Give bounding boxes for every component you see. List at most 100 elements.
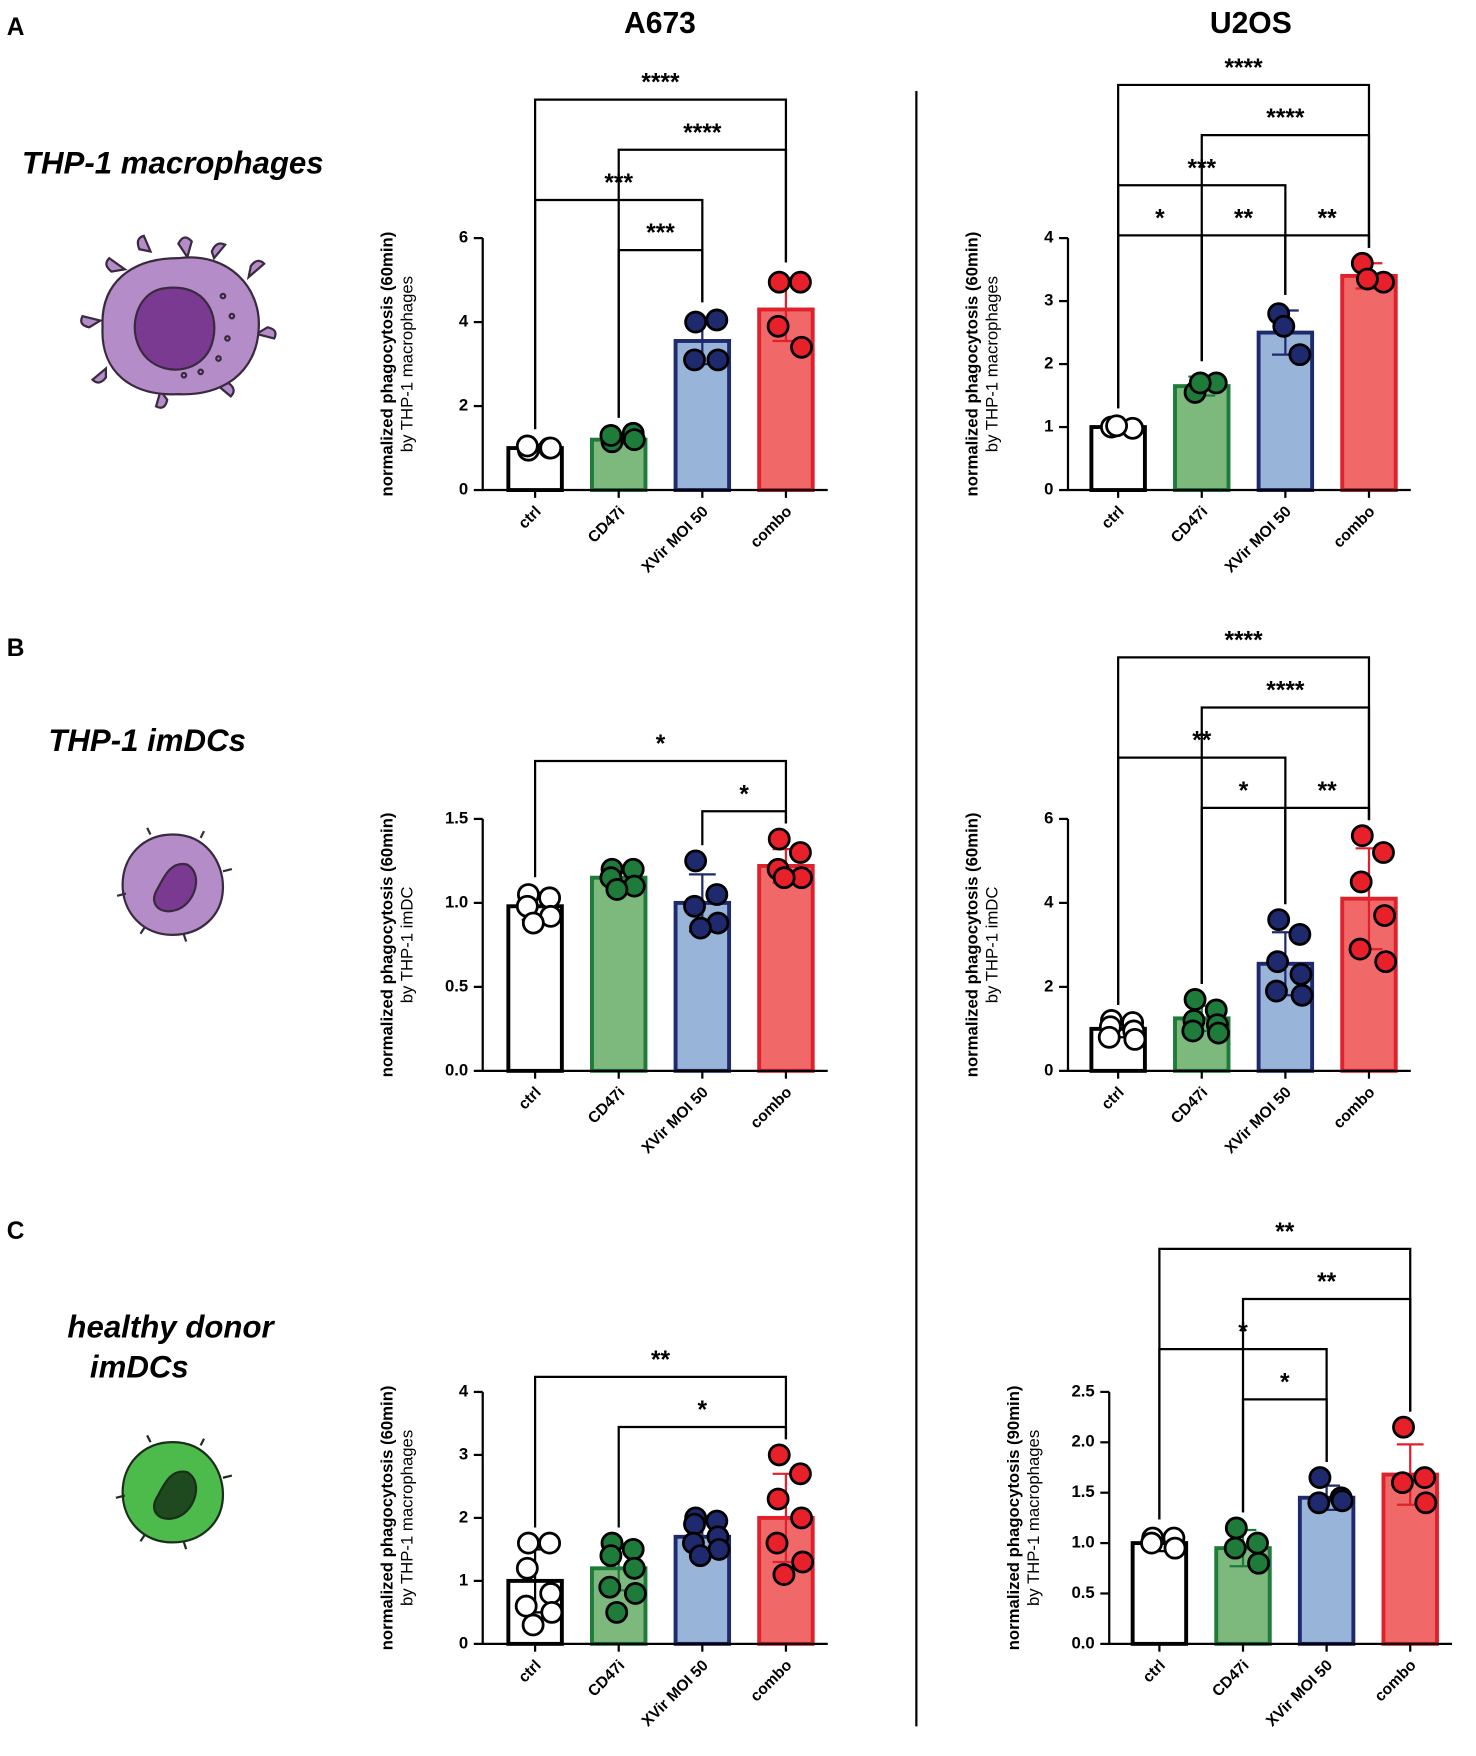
data-point bbox=[767, 827, 791, 851]
x-tick-label: ctrl bbox=[1098, 503, 1127, 532]
y-tick-label: 2 bbox=[459, 1507, 468, 1526]
significance-label: **** bbox=[683, 120, 722, 147]
y-axis-label: normalized phagocytosis (60min) bbox=[963, 813, 982, 1078]
data-point bbox=[765, 1531, 789, 1555]
data-point bbox=[1265, 979, 1288, 1003]
y-tick-label: 0.0 bbox=[445, 1060, 468, 1079]
data-point bbox=[1289, 962, 1313, 986]
data-point bbox=[514, 1594, 538, 1618]
data-point bbox=[1308, 1466, 1332, 1490]
data-point bbox=[515, 1556, 539, 1580]
data-point bbox=[1392, 1415, 1415, 1439]
y-tick-label: 1.0 bbox=[445, 892, 468, 911]
data-point bbox=[1123, 1027, 1147, 1051]
y-axis-label: normalized phagocytosis (90min) bbox=[1004, 1386, 1023, 1651]
data-point bbox=[1267, 908, 1291, 932]
y-tick-label: 4 bbox=[1044, 228, 1054, 247]
x-tick-label: combo bbox=[747, 1657, 795, 1705]
significance-bracket bbox=[701, 810, 788, 846]
significance-bracket bbox=[533, 759, 788, 878]
x-tick-label: XVir MOI 50 bbox=[639, 1084, 712, 1157]
significance-label: **** bbox=[1266, 678, 1305, 705]
data-point bbox=[789, 270, 812, 294]
x-tick-label: ctrl bbox=[1098, 1084, 1127, 1113]
y-tick-label: 0.5 bbox=[445, 976, 468, 995]
data-point bbox=[766, 314, 790, 338]
data-point bbox=[1390, 1471, 1414, 1495]
column-title: U2OS bbox=[1210, 7, 1292, 40]
y-tick-label: 2 bbox=[1044, 976, 1053, 995]
data-point bbox=[684, 310, 708, 334]
data-point bbox=[789, 1462, 812, 1486]
data-point bbox=[706, 348, 730, 372]
data-point bbox=[790, 1506, 813, 1530]
significance-bracket bbox=[1284, 806, 1371, 905]
data-point bbox=[1097, 1025, 1121, 1049]
data-point bbox=[1223, 1536, 1247, 1560]
panel-letter: C bbox=[7, 1218, 25, 1245]
data-point bbox=[1188, 371, 1212, 395]
data-point bbox=[1140, 1531, 1164, 1555]
axes bbox=[1066, 238, 1411, 492]
y-axis-label: normalized phagocytosis (60min) bbox=[963, 232, 982, 497]
data-point bbox=[1272, 314, 1296, 338]
x-tick-label: CD47i bbox=[585, 1657, 628, 1700]
y-tick-label: 2 bbox=[1044, 353, 1053, 372]
y-axis-label: by THP-1 macrophages bbox=[397, 1430, 416, 1606]
significance-bracket bbox=[1117, 656, 1371, 1005]
bar bbox=[757, 863, 815, 1073]
significance-label: * bbox=[1238, 1319, 1248, 1346]
significance-label: *** bbox=[604, 170, 633, 197]
data-point bbox=[515, 434, 539, 458]
data-point bbox=[539, 1582, 563, 1605]
data-point bbox=[689, 916, 712, 940]
data-point bbox=[1105, 414, 1129, 438]
significance-bracket bbox=[533, 1375, 788, 1528]
bar bbox=[506, 446, 564, 492]
data-point bbox=[605, 1600, 629, 1624]
panel-letter: A bbox=[7, 14, 25, 41]
y-tick-label: 1 bbox=[459, 1570, 468, 1589]
x-tick-label: ctrl bbox=[515, 503, 544, 532]
data-point bbox=[789, 841, 812, 864]
significance-label: *** bbox=[646, 220, 675, 247]
data-point bbox=[1288, 922, 1312, 946]
data-point bbox=[707, 1537, 731, 1561]
y-tick-label: 1.5 bbox=[445, 808, 468, 827]
significance-bracket bbox=[617, 1425, 788, 1528]
column-title: A673 bbox=[624, 7, 696, 40]
x-tick-label: CD47i bbox=[585, 503, 628, 546]
data-point bbox=[1374, 950, 1398, 974]
data-point bbox=[1307, 1491, 1331, 1515]
data-point bbox=[1373, 904, 1397, 927]
significance-bracket bbox=[1284, 234, 1371, 295]
y-axis-label: normalized phagocytosis (60min) bbox=[377, 232, 396, 497]
y-tick-label: 6 bbox=[1044, 808, 1053, 827]
y-tick-label: 1.5 bbox=[1071, 1482, 1094, 1501]
data-point bbox=[1181, 1019, 1205, 1043]
bar bbox=[1340, 273, 1398, 492]
data-point bbox=[705, 883, 729, 906]
data-point bbox=[1163, 1536, 1187, 1560]
row-title: imDCs bbox=[90, 1349, 189, 1384]
row-title: THP-1 macrophages bbox=[22, 145, 324, 180]
data-point bbox=[599, 424, 623, 447]
panel-letter: B bbox=[7, 635, 25, 662]
data-point bbox=[538, 1531, 562, 1555]
y-axis-label: by THP-1 imDC bbox=[397, 887, 416, 1004]
x-tick-label: XVir MOI 50 bbox=[639, 1657, 712, 1730]
significance-label: *** bbox=[1187, 155, 1216, 182]
data-point bbox=[684, 849, 708, 873]
axes bbox=[481, 238, 828, 492]
significance-label: * bbox=[739, 781, 749, 808]
data-point bbox=[772, 1563, 796, 1587]
y-tick-label: 3 bbox=[459, 1444, 468, 1463]
significance-label: * bbox=[1280, 1369, 1290, 1396]
y-tick-label: 6 bbox=[459, 228, 468, 247]
data-point bbox=[705, 308, 729, 332]
donor-imdc-icon bbox=[115, 1434, 233, 1550]
data-point bbox=[1413, 1466, 1437, 1490]
imdc-icon bbox=[116, 827, 233, 942]
x-tick-label: XVir MOI 50 bbox=[639, 503, 712, 576]
significance-label: ** bbox=[1192, 728, 1212, 755]
